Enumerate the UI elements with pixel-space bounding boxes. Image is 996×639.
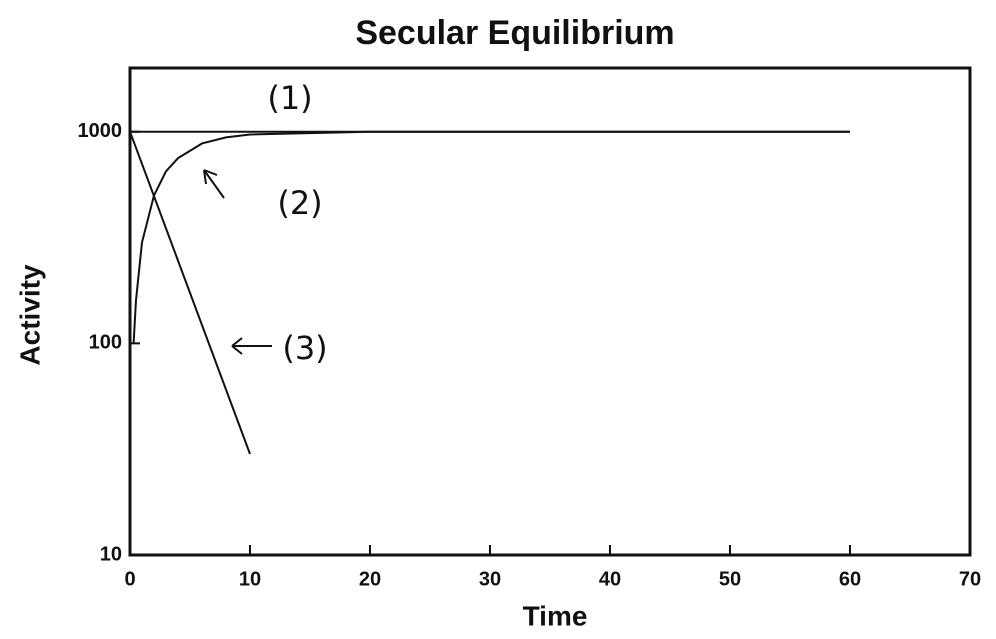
x-tick-label: 20 <box>359 568 381 590</box>
x-tick-label: 50 <box>719 568 741 590</box>
y-tick-label: 100 <box>89 332 122 354</box>
arrow <box>231 337 272 355</box>
annotation-arrows <box>203 169 272 355</box>
x-tick-label: 30 <box>479 568 501 590</box>
plot-frame <box>128 66 972 557</box>
arrow <box>203 169 225 199</box>
x-tick-label: 60 <box>839 568 861 590</box>
data-line <box>129 131 251 455</box>
x-tick-label: 10 <box>239 568 261 590</box>
x-tick-label: 0 <box>124 568 135 590</box>
x-tick-label: 70 <box>959 568 981 590</box>
x-axis-label: Time <box>523 600 588 631</box>
y-tick-label: 1000 <box>78 120 123 142</box>
y-axis-label: Activity <box>14 264 45 366</box>
annotation: (3) <box>282 329 327 367</box>
annotation: (2) <box>277 184 322 222</box>
data-line <box>132 130 850 344</box>
x-tick-label: 40 <box>599 568 621 590</box>
y-tick-label: 10 <box>100 543 122 565</box>
chart-title: Secular Equilibrium <box>355 14 674 52</box>
annotation: (1) <box>267 79 312 117</box>
